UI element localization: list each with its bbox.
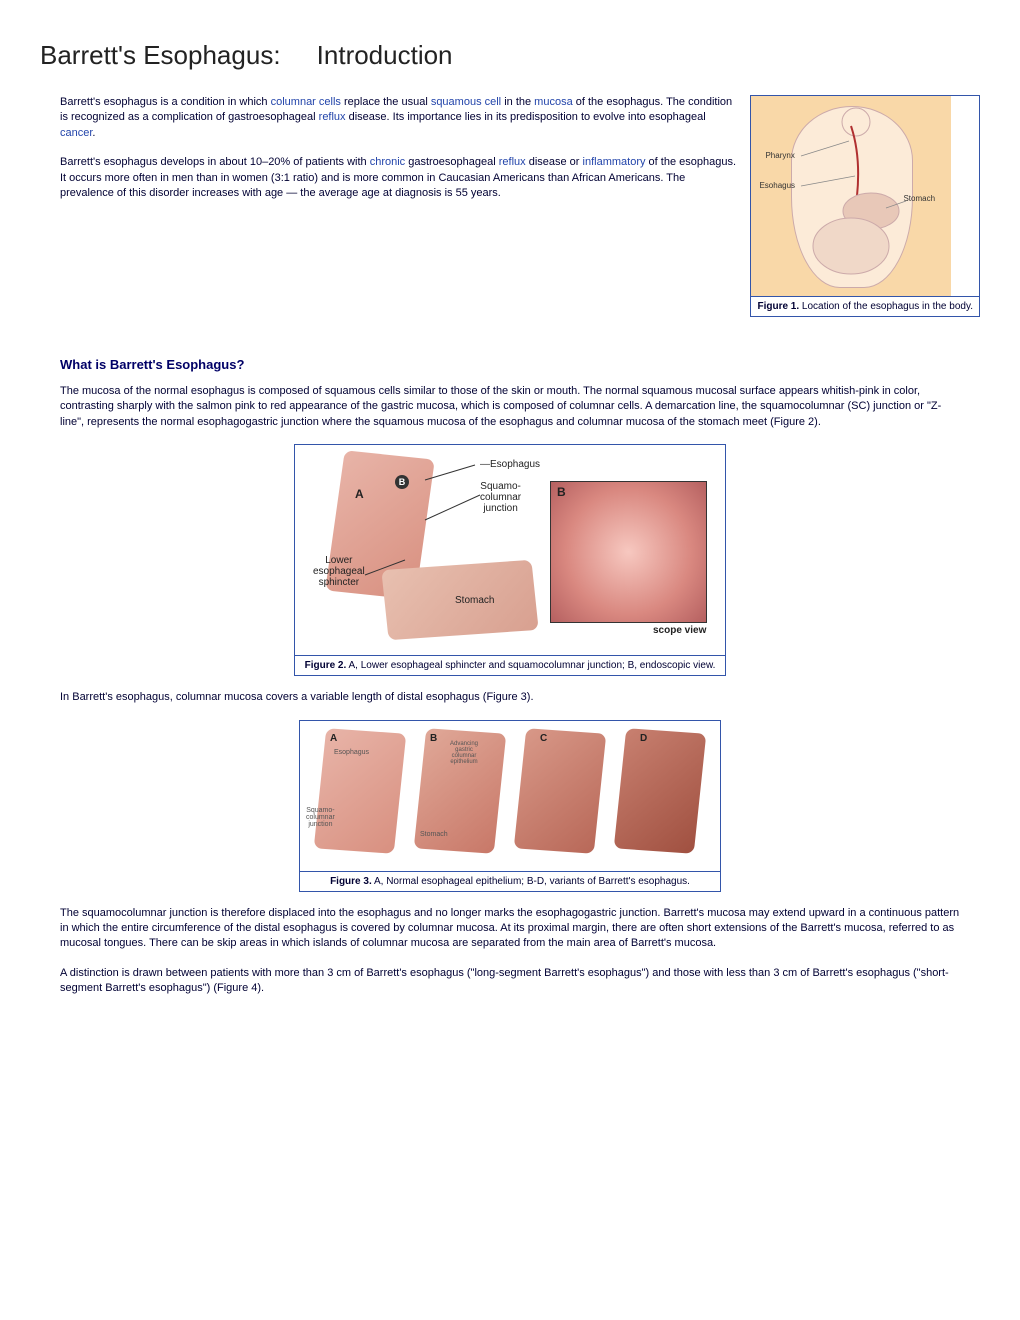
intro-para-2: Barrett's esophagus develops in about 10… <box>60 155 740 201</box>
intro-text: Barrett's esophagus is a condition in wh… <box>40 95 740 215</box>
caption-bold: Figure 2. <box>305 660 347 671</box>
intro-section: Barrett's esophagus is a condition in wh… <box>40 95 980 317</box>
text: . <box>92 127 95 139</box>
caption-text: A, Lower esophageal sphincter and squamo… <box>346 660 715 671</box>
text: Barrett's esophagus is a condition in wh… <box>60 96 271 108</box>
figure-2-caption: Figure 2. A, Lower esophageal sphincter … <box>295 655 725 675</box>
text: Barrett's esophagus develops in about 10… <box>60 156 370 168</box>
fig1-label-stomach: Stomach <box>903 194 935 203</box>
caption-text: A, Normal esophageal epithelium; B-D, va… <box>372 876 690 887</box>
text: gastroesophageal <box>405 156 499 168</box>
fig3-label-advancing: Advancinggastriccolumnarepithelium <box>450 741 478 765</box>
fig2-label-scope: scope view <box>653 625 706 636</box>
text: disease or <box>526 156 583 168</box>
link-chronic[interactable]: chronic <box>370 156 405 168</box>
caption-bold: Figure 3. <box>330 876 372 887</box>
link-columnar-cells[interactable]: columnar cells <box>271 96 341 108</box>
fig2-label-stomach: Stomach <box>455 595 494 606</box>
fig3-label-stomach: Stomach <box>420 831 448 838</box>
para-what-is: The mucosa of the normal esophagus is co… <box>60 384 960 430</box>
intro-para-1: Barrett's esophagus is a condition in wh… <box>60 95 740 141</box>
link-reflux-2[interactable]: reflux <box>499 156 526 168</box>
link-cancer[interactable]: cancer <box>60 127 92 139</box>
figure-3-caption: Figure 3. A, Normal esophageal epitheliu… <box>300 871 720 891</box>
text: disease. Its importance lies in its pred… <box>346 111 706 123</box>
fig2-label-scj: Squamo-columnarjunction <box>480 481 521 514</box>
figure-1-caption: Figure 1. Location of the esophagus in t… <box>751 296 979 316</box>
caption-bold: Figure 1. <box>757 301 799 312</box>
fig3-panel-A: A <box>330 733 337 744</box>
caption-text: Location of the esophagus in the body. <box>799 301 973 312</box>
fig2-scope-view <box>550 481 707 623</box>
fig3-label-scj: Squamo-columnarjunction <box>306 807 335 828</box>
fig2-label-esophagus: —Esophagus <box>480 459 540 470</box>
fig3-label-esophagus: Esophagus <box>334 749 369 756</box>
para-distinction: A distinction is drawn between patients … <box>60 966 960 997</box>
figure-1-image: Pharynx Esohagus Stomach <box>751 96 951 296</box>
para-barretts-columnar: In Barrett's esophagus, columnar mucosa … <box>60 690 960 705</box>
link-reflux[interactable]: reflux <box>319 111 346 123</box>
fig2-label-les: Loweresophagealsphincter <box>313 555 365 588</box>
fig1-label-pharynx: Pharynx <box>765 151 794 160</box>
figure-3: A B C D Esophagus Advancinggastriccolumn… <box>299 720 721 892</box>
link-mucosa[interactable]: mucosa <box>534 96 573 108</box>
fig1-label-esophagus: Esohagus <box>759 181 795 190</box>
fig3-panel-C: C <box>540 733 547 744</box>
section-heading-what-is: What is Barrett's Esophagus? <box>60 357 980 372</box>
page-title: Barrett's Esophagus: Introduction <box>40 40 980 71</box>
link-inflammatory[interactable]: inflammatory <box>583 156 646 168</box>
text: replace the usual <box>341 96 431 108</box>
fig3-panel-D: D <box>640 733 647 744</box>
fig3-panel-B: B <box>430 733 437 744</box>
figure-3-image: A B C D Esophagus Advancinggastriccolumn… <box>300 721 720 871</box>
link-squamous-cell[interactable]: squamous cell <box>431 96 501 108</box>
figure-1: Pharynx Esohagus Stomach Figure 1. Locat… <box>750 95 980 317</box>
para-sc-junction: The squamocolumnar junction is therefore… <box>60 906 960 952</box>
text: in the <box>501 96 534 108</box>
figure-2-image: A B —Esophagus Squamo-columnarjunction L… <box>295 445 725 655</box>
figure-2: A B —Esophagus Squamo-columnarjunction L… <box>294 444 726 676</box>
fig2-panel-B: B <box>557 485 566 499</box>
